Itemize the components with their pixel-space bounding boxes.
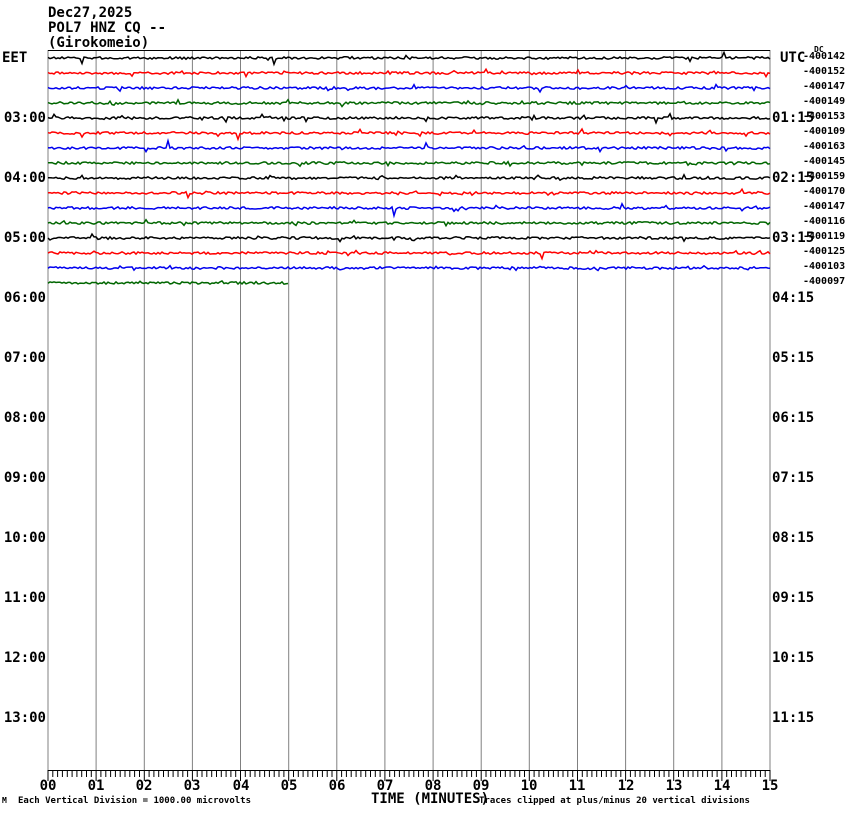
x-tick-label: 04 — [232, 778, 250, 794]
seismic-trace-row — [47, 232, 771, 243]
eet-hour-label: 13:00 — [3, 710, 46, 726]
dc-offset-value: -400163 — [803, 141, 846, 152]
seismic-trace-row — [47, 187, 771, 200]
dc-offset-value: -400116 — [803, 216, 846, 227]
eet-hour-label: 11:00 — [3, 590, 46, 606]
corner-mark: M — [2, 796, 7, 805]
seismic-trace-row — [47, 127, 771, 142]
eet-hour-label: 12:00 — [3, 650, 46, 666]
utc-hour-label: 09:15 — [772, 590, 815, 606]
x-tick-label: 14 — [713, 778, 731, 794]
scale-note: Each Vertical Division = 1000.00 microvo… — [18, 796, 251, 806]
x-tick-label: 08 — [424, 778, 442, 794]
x-tick-label: 00 — [39, 778, 57, 794]
dc-offset-value: -400159 — [803, 171, 846, 182]
utc-hour-label: 05:15 — [772, 350, 815, 366]
x-tick-label: 10 — [520, 778, 538, 794]
dc-offset-value: -400145 — [803, 156, 846, 167]
x-tick-label: 03 — [183, 778, 201, 794]
utc-hour-label: 06:15 — [772, 410, 815, 426]
x-tick-label: 12 — [617, 778, 635, 794]
dc-offset-value: -400170 — [803, 186, 846, 197]
dc-offset-value: -400149 — [803, 96, 846, 107]
x-tick-label: 02 — [135, 778, 153, 794]
utc-hour-label: 04:15 — [772, 290, 815, 306]
dc-offset-value: -400103 — [803, 261, 846, 272]
eet-hour-label: 05:00 — [3, 230, 46, 246]
eet-hour-label: 07:00 — [3, 350, 46, 366]
eet-hour-label: 04:00 — [3, 170, 46, 186]
dc-column-label: DC — [814, 45, 824, 54]
eet-hour-label: 10:00 — [3, 530, 46, 546]
seismic-trace-row — [47, 67, 771, 79]
x-tick-label: 01 — [87, 778, 105, 794]
dc-offset-value: -400125 — [803, 246, 846, 257]
dc-offset-value: -400109 — [803, 126, 846, 137]
dc-offset-value: -400097 — [803, 276, 846, 287]
dc-offset-value: -400147 — [803, 201, 846, 212]
x-tick-label: 11 — [568, 778, 586, 794]
eet-hour-label: 08:00 — [3, 410, 46, 426]
utc-hour-label: 03:15 — [772, 230, 815, 246]
seismic-trace-row — [47, 50, 771, 67]
header-date: Dec27,2025 — [48, 5, 133, 21]
dc-offset-value: -400147 — [803, 81, 846, 92]
seismic-trace-row — [47, 249, 771, 261]
x-tick-label: 09 — [472, 778, 490, 794]
dc-offset-value: -400142 — [803, 51, 846, 62]
utc-hour-label: 07:15 — [772, 470, 815, 486]
seismic-trace-row — [47, 137, 771, 154]
seismic-trace-row — [47, 98, 771, 108]
utc-hour-label: 10:15 — [772, 650, 815, 666]
dc-offset-value: -400119 — [803, 231, 846, 242]
header-location: (Girokomeio) — [48, 35, 150, 51]
utc-hour-label: 11:15 — [772, 710, 815, 726]
x-tick-label: 05 — [280, 778, 298, 794]
header-station: POL7 HNZ CQ -- — [48, 20, 167, 36]
seismic-trace-row — [47, 112, 771, 125]
x-tick-label: 13 — [665, 778, 683, 794]
seismic-trace-row — [47, 264, 771, 272]
seismic-trace-row — [47, 173, 771, 182]
seismic-trace-row — [47, 279, 289, 286]
seismic-trace-row — [48, 160, 771, 168]
x-tick-label: 15 — [761, 778, 779, 794]
seismic-trace-row — [47, 202, 771, 219]
clipping-note: Traces clipped at plus/minus 20 vertical… — [479, 796, 750, 806]
utc-hour-label: 01:15 — [772, 110, 815, 126]
eet-hour-label: 06:00 — [3, 290, 46, 306]
eet-hour-label: 09:00 — [3, 470, 46, 486]
dc-offset-value: -400153 — [803, 111, 846, 122]
time-axis-title: TIME (MINUTES) — [371, 791, 490, 807]
utc-hour-label: 02:15 — [772, 170, 815, 186]
x-tick-label: 07 — [376, 778, 394, 794]
eet-axis-label: EET — [2, 50, 28, 66]
dc-offset-value: -400152 — [803, 66, 846, 77]
utc-hour-label: 08:15 — [772, 530, 815, 546]
seismic-trace-row — [47, 218, 771, 228]
seismic-trace-row — [47, 83, 771, 94]
utc-axis-label: UTC — [780, 50, 806, 66]
x-tick-label: 06 — [328, 778, 346, 794]
eet-hour-label: 03:00 — [3, 110, 46, 126]
